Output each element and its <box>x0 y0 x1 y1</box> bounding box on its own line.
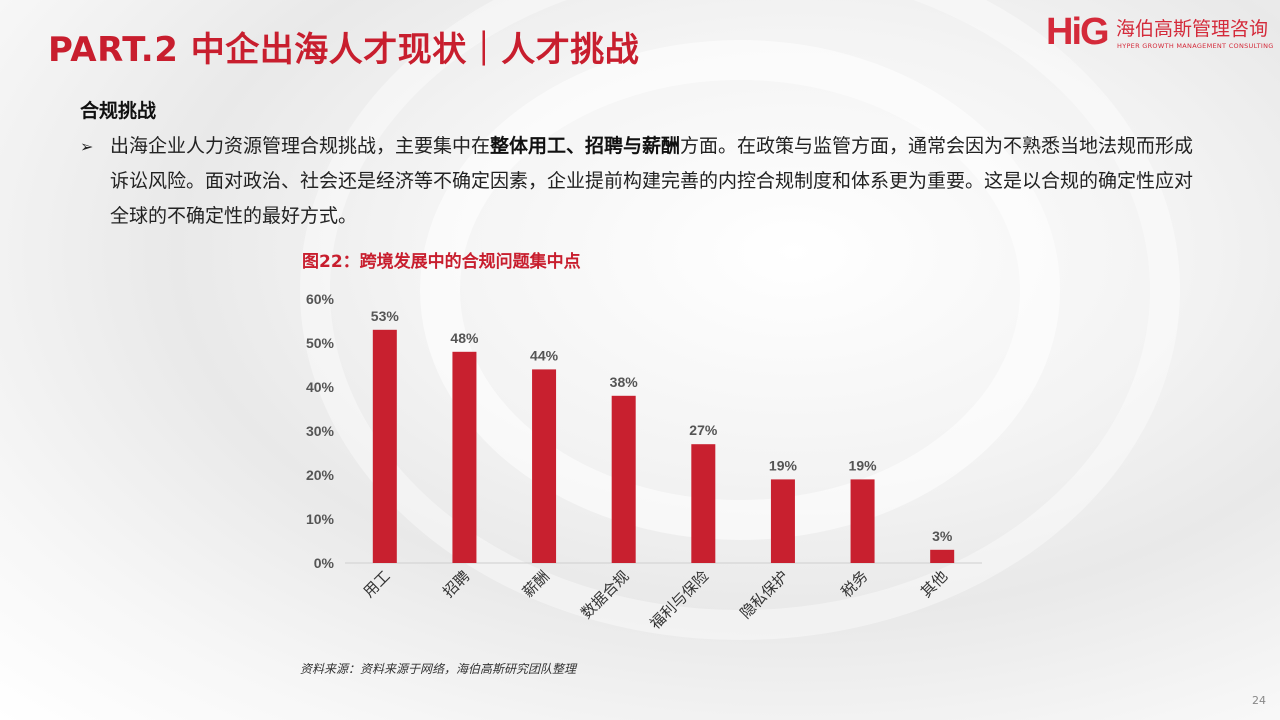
data-label: 19% <box>849 457 878 473</box>
x-tick-label: 福利与保险 <box>646 567 712 633</box>
data-label: 3% <box>932 528 953 544</box>
data-label: 27% <box>689 422 718 438</box>
bar <box>770 479 795 563</box>
bar <box>691 444 716 563</box>
bar <box>532 369 557 563</box>
bullet-text-part2: 方面。在政策与监管方面，通常会因为不熟悉当地法规而形成诉讼风险。面对政治、社会还… <box>110 135 1194 227</box>
x-tick-label: 数据合规 <box>577 567 632 622</box>
data-label: 44% <box>530 347 559 363</box>
data-label: 48% <box>450 330 479 346</box>
y-tick-label: 0% <box>314 555 335 571</box>
x-tick-label: 税务 <box>837 567 871 601</box>
data-label: 53% <box>371 308 400 324</box>
bar <box>850 479 875 563</box>
x-tick-label: 招聘 <box>439 567 473 601</box>
page-number: 24 <box>1252 694 1266 707</box>
logo-mark: HiG <box>1046 11 1110 53</box>
x-tick-label: 薪酬 <box>519 567 553 601</box>
bullet-arrow-icon: ➢ <box>80 137 94 156</box>
company-logo: HiG 海伯高斯管理咨询 HYPER GROWTH MANAGEMENT CON… <box>1046 11 1274 54</box>
data-label: 19% <box>769 457 798 473</box>
bullet-paragraph: ➢ 出海企业人力资源管理合规挑战，主要集中在整体用工、招聘与薪酬方面。在政策与监… <box>80 129 1210 234</box>
x-tick-label: 其他 <box>917 567 951 601</box>
bullet-text-part1: 出海企业人力资源管理合规挑战，主要集中在 <box>110 135 491 157</box>
y-tick-label: 40% <box>306 379 335 395</box>
y-tick-label: 50% <box>306 335 335 351</box>
y-tick-label: 20% <box>306 467 335 483</box>
bullet-text: 出海企业人力资源管理合规挑战，主要集中在整体用工、招聘与薪酬方面。在政策与监管方… <box>110 129 1210 234</box>
logo-chinese-name: 海伯高斯管理咨询 <box>1116 18 1269 40</box>
y-tick-label: 30% <box>306 423 335 439</box>
data-label: 38% <box>610 374 639 390</box>
x-tick-label: 用工 <box>360 567 394 601</box>
y-tick-label: 60% <box>306 291 335 307</box>
page-title: PART.2 中企出海人才现状｜人才挑战 <box>48 30 640 70</box>
x-tick-label: 隐私保护 <box>737 567 792 622</box>
bullet-text-bold: 整体用工、招聘与薪酬 <box>490 135 681 157</box>
bar <box>611 395 636 563</box>
y-tick-label: 10% <box>306 511 335 527</box>
figure-title: 图22：跨境发展中的合规问题集中点 <box>302 252 581 272</box>
bar <box>452 351 477 563</box>
section-heading: 合规挑战 <box>80 100 157 122</box>
logo-english-name: HYPER GROWTH MANAGEMENT CONSULTING <box>1117 42 1274 50</box>
bar-chart: 0% 10% 20% 30% 40% 50% 60% 53% 用工 48% 招聘 44% 薪酬 38% 数据… <box>306 291 982 633</box>
bar <box>930 549 955 563</box>
source-note: 资料来源：资料来源于网络，海伯高斯研究团队整理 <box>300 662 577 676</box>
bar <box>372 329 397 563</box>
